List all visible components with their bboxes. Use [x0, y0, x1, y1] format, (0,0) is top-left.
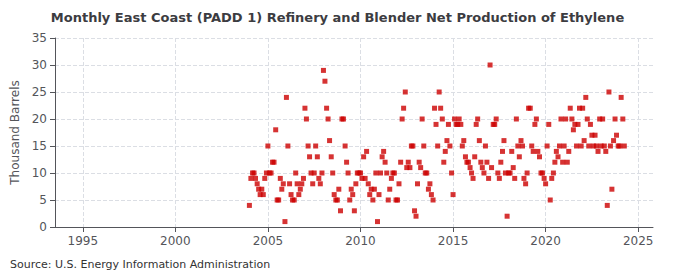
svg-text:2010: 2010: [345, 234, 376, 248]
svg-text:0: 0: [39, 220, 47, 234]
svg-text:5: 5: [39, 193, 47, 207]
svg-text:1995: 1995: [67, 234, 98, 248]
svg-text:2020: 2020: [530, 234, 561, 248]
svg-text:10: 10: [32, 166, 47, 180]
svg-text:2000: 2000: [160, 234, 191, 248]
svg-text:20: 20: [32, 112, 47, 126]
svg-text:25: 25: [32, 85, 47, 99]
svg-text:Monthly East Coast (PADD 1) Re: Monthly East Coast (PADD 1) Refinery and…: [51, 10, 625, 25]
svg-text:2005: 2005: [253, 234, 284, 248]
svg-text:15: 15: [32, 139, 47, 153]
svg-text:30: 30: [32, 58, 47, 72]
svg-text:2015: 2015: [438, 234, 469, 248]
svg-text:2025: 2025: [623, 234, 654, 248]
svg-text:35: 35: [32, 31, 47, 45]
svg-text:Source: U.S. Energy Informatio: Source: U.S. Energy Information Administ…: [10, 258, 270, 271]
svg-text:Thousand Barrels: Thousand Barrels: [8, 80, 22, 185]
